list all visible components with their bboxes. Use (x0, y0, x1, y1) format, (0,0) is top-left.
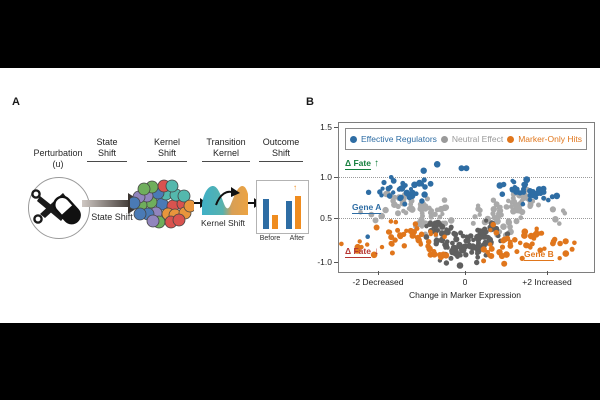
panel-a-label: A (12, 96, 20, 108)
header-underline (202, 160, 250, 162)
legend-item-marker-only-hits: Marker-Only Hits (507, 134, 582, 144)
legend-dot-gray (440, 135, 448, 143)
ytick--1.0: -1.0 (317, 257, 332, 267)
column-header-transition-kernel: Transition Kernel (191, 137, 261, 162)
before-orange-bar (272, 215, 278, 229)
ytick-1.0: 1.0 (320, 172, 332, 182)
annotation-gene-a: Gene A (352, 202, 382, 214)
down-arrow-icon: ↓ (373, 246, 379, 257)
annotation-delta-fate-down: Δ Fate ↓ (345, 246, 379, 258)
column-header-kernel-shift: Kernel Shift (132, 137, 202, 162)
legend-item-effective-regulators: Effective Regulators (349, 134, 437, 144)
after-blue-bar (286, 201, 292, 229)
legend-label: Effective Regulators (360, 134, 437, 144)
up-arrow-icon: ↑ (373, 158, 379, 169)
legend-dot-orange (507, 135, 515, 143)
state-shift-arrow-label: State Shift (91, 212, 133, 222)
annotation-delta-fate-up: Δ Fate ↑ (345, 158, 379, 170)
header-underline (147, 160, 187, 162)
gridline-y1 (339, 177, 592, 178)
gridline-y05 (339, 218, 592, 219)
xtick-mark (465, 271, 466, 275)
legend-dot-blue (349, 135, 357, 143)
annotation-gene-b: Gene B (524, 249, 554, 261)
xtick-zero: 0 (462, 277, 468, 287)
xtick-mark (378, 271, 379, 275)
perturbation-label: Perturbation (u) (33, 148, 83, 169)
kernel-shift-caption: Kernel Shift (201, 218, 245, 228)
panel-b-label: B (306, 96, 314, 108)
legend: Effective Regulators Neutral Effect Mark… (345, 128, 587, 150)
legend-item-neutral-effect: Neutral Effect (440, 134, 504, 144)
xtick-increased: +2 Increased (522, 277, 572, 287)
xtick-mark (547, 271, 548, 275)
scatter-points (339, 161, 577, 269)
legend-label: Marker-Only Hits (518, 134, 582, 144)
header-underline (259, 160, 303, 162)
increase-arrow-icon: ↑ (293, 183, 297, 192)
x-axis-label: Change in Marker Expression (409, 290, 521, 300)
scissors-and-pill-icon (31, 189, 81, 225)
xtick-decreased: -2 Decreased (352, 277, 404, 287)
figure-paper: A State Shift Kernel Shift Transition Ke… (0, 68, 600, 323)
after-orange-bar (295, 196, 301, 229)
ytick-1.5: 1.5 (320, 122, 332, 132)
ytick-mark (334, 262, 338, 263)
legend-label: Neutral Effect (451, 134, 504, 144)
transition-kernel-icon (202, 185, 248, 215)
ytick-mark (334, 218, 338, 219)
ytick-0.5: 0.5 (320, 213, 332, 223)
ytick-mark (334, 127, 338, 128)
perturbation-circle (28, 177, 90, 239)
ytick-mark (334, 177, 338, 178)
before-label: Before (259, 235, 281, 242)
cell-cluster-icon (130, 179, 194, 229)
outcome-bar-chart: ↑ (256, 180, 309, 234)
before-blue-bar (263, 199, 269, 229)
after-label: After (289, 235, 305, 242)
header-underline (87, 160, 127, 162)
column-header-outcome-shift: Outcome Shift (246, 137, 316, 162)
column-header-state-shift: State Shift (72, 137, 142, 162)
